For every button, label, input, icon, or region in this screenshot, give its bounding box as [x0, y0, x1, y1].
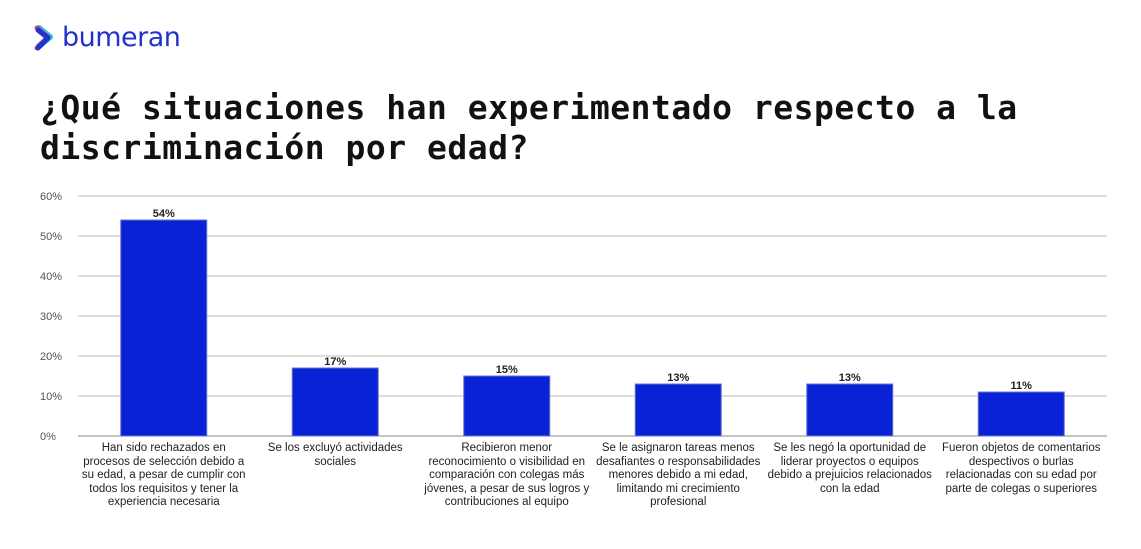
data-label: 15%: [496, 364, 518, 376]
bar: [291, 367, 379, 437]
bar: [463, 375, 551, 437]
bar: [634, 383, 722, 437]
y-tick-label: 0%: [40, 431, 56, 443]
data-label: 54%: [153, 208, 175, 220]
bar: [806, 383, 894, 437]
logo-text: bumeran: [62, 22, 181, 53]
y-tick-label: 10%: [40, 391, 62, 403]
y-tick-label: 40%: [40, 271, 62, 283]
data-label: 13%: [839, 372, 861, 384]
y-tick-label: 20%: [40, 351, 62, 363]
x-category-label: Se les negó la oportunidad de liderar pr…: [767, 442, 932, 495]
x-category-label: Recibieron menor reconocimiento o visibi…: [424, 442, 590, 508]
y-tick-label: 50%: [40, 231, 62, 243]
bar: [120, 219, 208, 437]
y-tick-label: 60%: [40, 191, 62, 203]
x-category-label: Se le asignaron tareas menos desafiantes…: [596, 442, 761, 508]
data-label: 13%: [667, 372, 689, 384]
page-title: ¿Qué situaciones han experimentado respe…: [40, 88, 1018, 167]
bumeran-logo: bumeran: [34, 22, 181, 53]
chevron-logo-icon: [34, 24, 53, 50]
bar: [977, 391, 1065, 437]
data-label: 11%: [1011, 380, 1033, 392]
x-category-label: Se los excluyó actividades sociales: [267, 442, 403, 468]
x-category-label: Han sido rechazados en procesos de selec…: [81, 442, 246, 508]
x-category-label: Fueron objetos de comentarios despectivo…: [941, 442, 1101, 495]
y-tick-label: 30%: [40, 311, 62, 323]
data-label: 17%: [324, 356, 346, 368]
